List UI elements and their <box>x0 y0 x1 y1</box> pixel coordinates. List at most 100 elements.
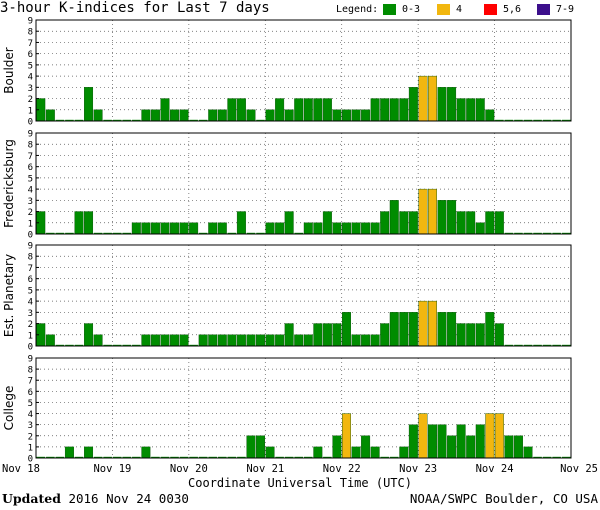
legend-text: 4 <box>456 4 463 15</box>
kp-bar <box>112 456 122 458</box>
kp-bar <box>93 456 103 458</box>
kp-bar <box>132 119 141 121</box>
kp-bar <box>466 435 476 459</box>
kp-bar <box>427 300 437 347</box>
kp-bar <box>456 98 466 122</box>
kp-bar <box>256 232 265 234</box>
kp-bar <box>370 98 380 122</box>
legend-item-5-6: 5,6 <box>484 4 521 15</box>
kp-bar <box>542 344 552 346</box>
kp-bar <box>303 98 313 122</box>
kp-bar <box>303 334 313 347</box>
station-label: Fredericksburg <box>2 139 16 228</box>
kp-bar <box>408 312 418 347</box>
kp-bar <box>131 222 141 235</box>
y-tick-label: 2 <box>28 320 33 330</box>
x-tick-label: Nov 19 <box>93 463 131 475</box>
kp-bar <box>523 232 533 234</box>
kp-bar <box>74 456 84 458</box>
kp-bar <box>45 109 55 122</box>
kp-bar <box>198 456 208 458</box>
kp-bar <box>427 188 437 235</box>
kp-bar <box>313 323 323 347</box>
y-tick-label: 0 <box>28 455 33 465</box>
kp-bar <box>389 312 399 347</box>
kp-bar <box>380 98 390 122</box>
kp-bar <box>514 119 523 121</box>
legend-text: 7-9 <box>556 4 575 15</box>
kp-bar <box>236 334 246 347</box>
kp-bar <box>112 119 122 121</box>
y-tick-label: 8 <box>28 28 33 38</box>
kp-bar <box>389 456 399 458</box>
kp-bar <box>141 109 151 122</box>
kp-bar <box>322 211 332 235</box>
kp-bar <box>284 456 294 458</box>
kp-bar <box>284 323 294 347</box>
kp-bar <box>351 334 361 347</box>
kp-bar <box>294 334 304 347</box>
kp-bar <box>380 323 390 347</box>
y-tick-label: 1 <box>28 331 33 341</box>
panel-background <box>36 20 571 121</box>
kp-bar <box>64 446 74 459</box>
kp-bar <box>227 334 237 347</box>
y-tick-label: 1 <box>28 106 33 116</box>
kp-bar <box>284 211 294 235</box>
kp-bar <box>408 424 418 459</box>
kp-bar <box>485 413 495 459</box>
kp-bar <box>170 334 180 347</box>
station-label: Est. Planetary <box>2 254 16 337</box>
kp-bar <box>466 98 476 122</box>
y-tick-label: 3 <box>28 309 33 319</box>
y-tick-label: 3 <box>28 197 33 207</box>
kp-bar <box>561 456 571 458</box>
kp-bar <box>65 119 74 121</box>
panel-background <box>36 133 571 234</box>
kp-bar <box>246 334 256 347</box>
kp-bar <box>466 211 476 235</box>
kp-bar <box>265 109 275 122</box>
kp-bar <box>246 232 256 234</box>
kp-bar <box>122 344 132 346</box>
kp-bar <box>389 200 399 235</box>
y-tick-label: 6 <box>28 163 33 173</box>
kp-bar <box>294 456 303 458</box>
kp-bar <box>160 456 170 458</box>
y-tick-label: 0 <box>28 118 33 128</box>
kp-bar <box>418 75 428 122</box>
y-tick-label: 8 <box>28 366 33 376</box>
kp-bar <box>65 344 74 346</box>
kp-bar <box>170 109 180 122</box>
kp-bar <box>332 435 342 459</box>
kp-bar <box>55 232 65 234</box>
kp-bar <box>437 312 447 347</box>
kp-bar <box>265 446 275 459</box>
kp-bar <box>504 344 514 346</box>
kp-bar <box>504 435 514 459</box>
kp-bar <box>456 424 466 459</box>
kp-bar <box>189 119 198 121</box>
station-label: Boulder <box>2 47 16 94</box>
kp-bar <box>45 334 55 347</box>
kp-bar <box>399 446 409 459</box>
kp-bar <box>294 98 304 122</box>
y-tick-label: 5 <box>28 174 33 184</box>
kp-bar <box>103 232 112 234</box>
kp-bar <box>160 222 170 235</box>
kp-bar <box>475 98 485 122</box>
kp-bar <box>46 456 55 458</box>
kp-bar <box>475 424 485 459</box>
kp-bar <box>150 222 160 235</box>
kp-bar <box>256 334 265 347</box>
kp-bar <box>485 109 495 122</box>
kp-bar <box>361 222 371 235</box>
y-tick-label: 9 <box>28 242 33 252</box>
kp-bar <box>74 344 84 346</box>
x-axis-label: Coordinate Universal Time (UTC) <box>188 476 412 490</box>
y-tick-label: 8 <box>28 253 33 263</box>
y-tick-label: 0 <box>28 343 33 353</box>
kp-bar <box>513 435 523 459</box>
kp-bar <box>93 232 103 234</box>
kp-bar <box>132 456 141 458</box>
